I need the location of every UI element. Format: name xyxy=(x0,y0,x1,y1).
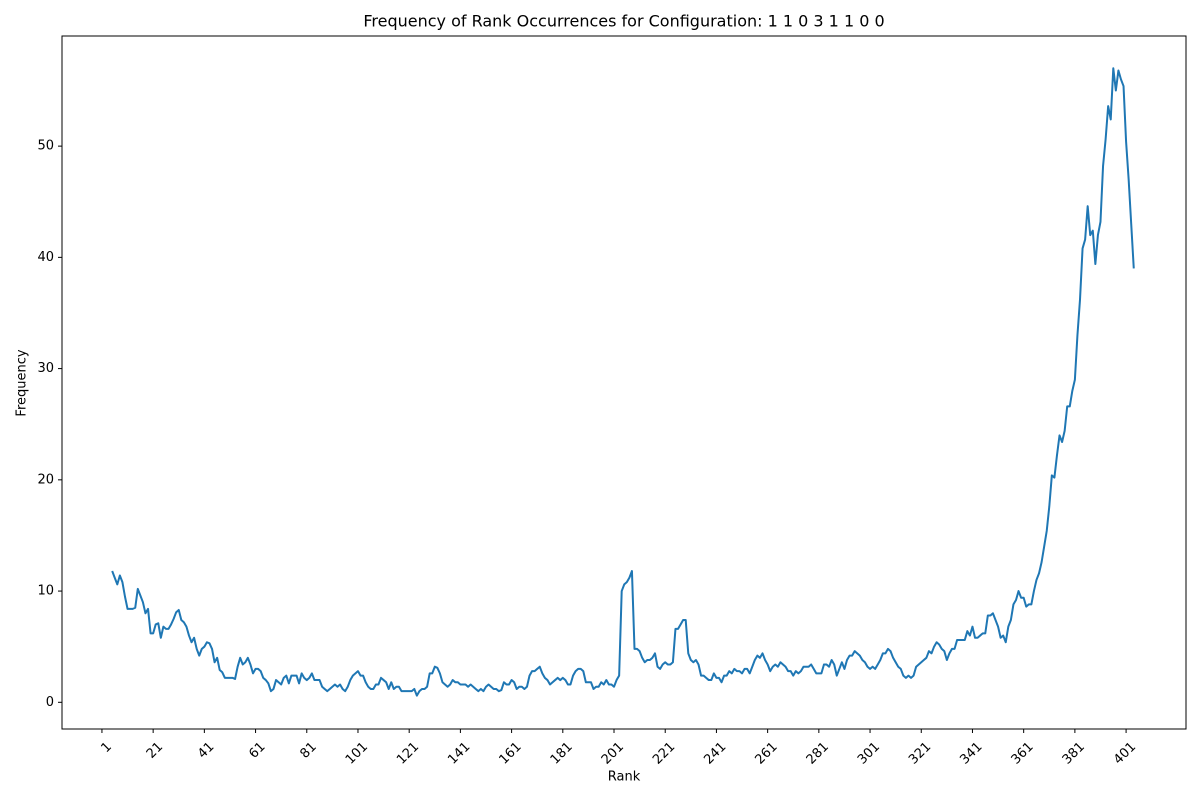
y-tick-label: 50 xyxy=(37,139,54,154)
y-tick-label: 30 xyxy=(37,361,54,376)
chart-title: Frequency of Rank Occurrences for Config… xyxy=(363,12,884,31)
data-line xyxy=(111,67,1135,697)
y-axis-label: Frequency xyxy=(15,349,30,416)
y-tick-label: 0 xyxy=(46,695,54,710)
y-tick-label: 20 xyxy=(37,472,54,487)
plot-frame xyxy=(61,35,1187,730)
y-tick-label: 40 xyxy=(37,250,54,265)
x-axis-label: Rank xyxy=(608,770,641,785)
y-tick-label: 10 xyxy=(37,584,54,599)
